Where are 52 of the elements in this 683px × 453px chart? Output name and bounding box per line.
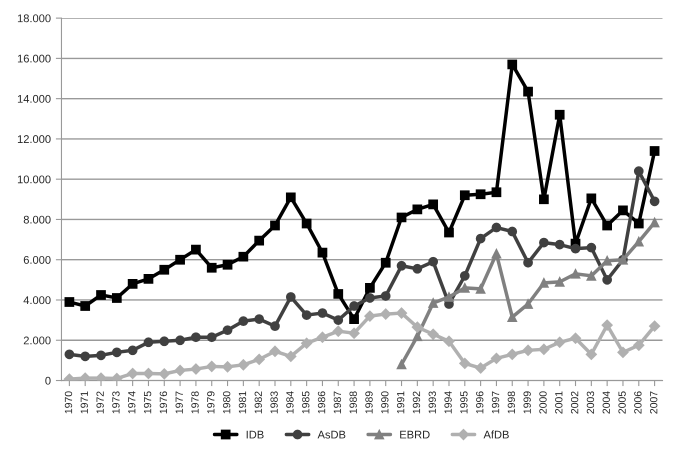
- x-tick-label: 1972: [96, 391, 104, 414]
- x-tick-label: 1987: [334, 391, 342, 414]
- y-tick-label: 8.000: [24, 216, 51, 224]
- x-tick-label: 2004: [602, 391, 610, 414]
- x-tick-label: 1990: [381, 391, 389, 414]
- y-tick-label: 12.000: [18, 135, 51, 144]
- x-tick-label: 1991: [396, 391, 404, 414]
- x-tick-label: 1998: [508, 391, 516, 414]
- x-tick-label: 1995: [460, 391, 468, 414]
- x-tick-label: 1974: [128, 391, 136, 414]
- x-tick-label: 1977: [176, 391, 183, 414]
- x-tick-label: 2002: [570, 391, 578, 414]
- x-tick-label: 1975: [144, 391, 152, 414]
- x-tick-label: 1983: [270, 391, 278, 414]
- legend-label: EBRD: [400, 430, 430, 438]
- y-tick-label: 0: [45, 376, 51, 385]
- x-tick-label: 1978: [191, 391, 199, 414]
- y-tick-label: 2.000: [24, 336, 51, 344]
- y-tick-label: 16.000: [18, 54, 51, 63]
- x-tick-label: 1988: [350, 391, 357, 414]
- y-tick-label: 10.000: [18, 175, 51, 184]
- x-tick-label: 2006: [634, 391, 642, 414]
- x-tick-label: 1976: [160, 391, 168, 414]
- x-tick-label: 2003: [586, 391, 594, 414]
- x-tick-label: 1986: [318, 391, 326, 414]
- x-tick-label: 2005: [618, 391, 626, 414]
- x-tick-label: 1970: [64, 391, 72, 414]
- legend-label: AfDB: [484, 430, 509, 438]
- x-tick-label: 1992: [412, 391, 420, 414]
- y-tick-label: 6.000: [24, 256, 51, 264]
- x-tick-label: 1981: [238, 391, 246, 414]
- x-tick-label: 1997: [492, 391, 500, 414]
- legend-label: AsDB: [318, 430, 346, 439]
- x-tick-label: 2000: [539, 391, 547, 414]
- x-tick-label: 1985: [302, 391, 310, 414]
- legend-label: IDB: [246, 430, 264, 438]
- x-tick-label: 1994: [444, 391, 452, 414]
- x-tick-label: 1971: [80, 391, 88, 414]
- y-tick-label: 18.000: [18, 14, 51, 22]
- x-tick-label: 1989: [365, 391, 373, 414]
- x-tick-label: 1996: [476, 391, 484, 414]
- x-tick-label: 2001: [555, 391, 562, 414]
- x-tick-label: 2007: [650, 391, 658, 414]
- y-tick-label: 4.000: [24, 296, 51, 304]
- x-tick-label: 1980: [222, 391, 230, 414]
- x-tick-label: 1993: [428, 391, 436, 414]
- x-tick-label: 1979: [207, 391, 215, 414]
- x-tick-label: 1999: [523, 391, 531, 414]
- x-tick-label: 1973: [112, 391, 120, 414]
- x-tick-label: 1982: [254, 391, 262, 414]
- y-tick-label: 14.000: [18, 94, 51, 103]
- x-tick-label: 1984: [286, 391, 294, 414]
